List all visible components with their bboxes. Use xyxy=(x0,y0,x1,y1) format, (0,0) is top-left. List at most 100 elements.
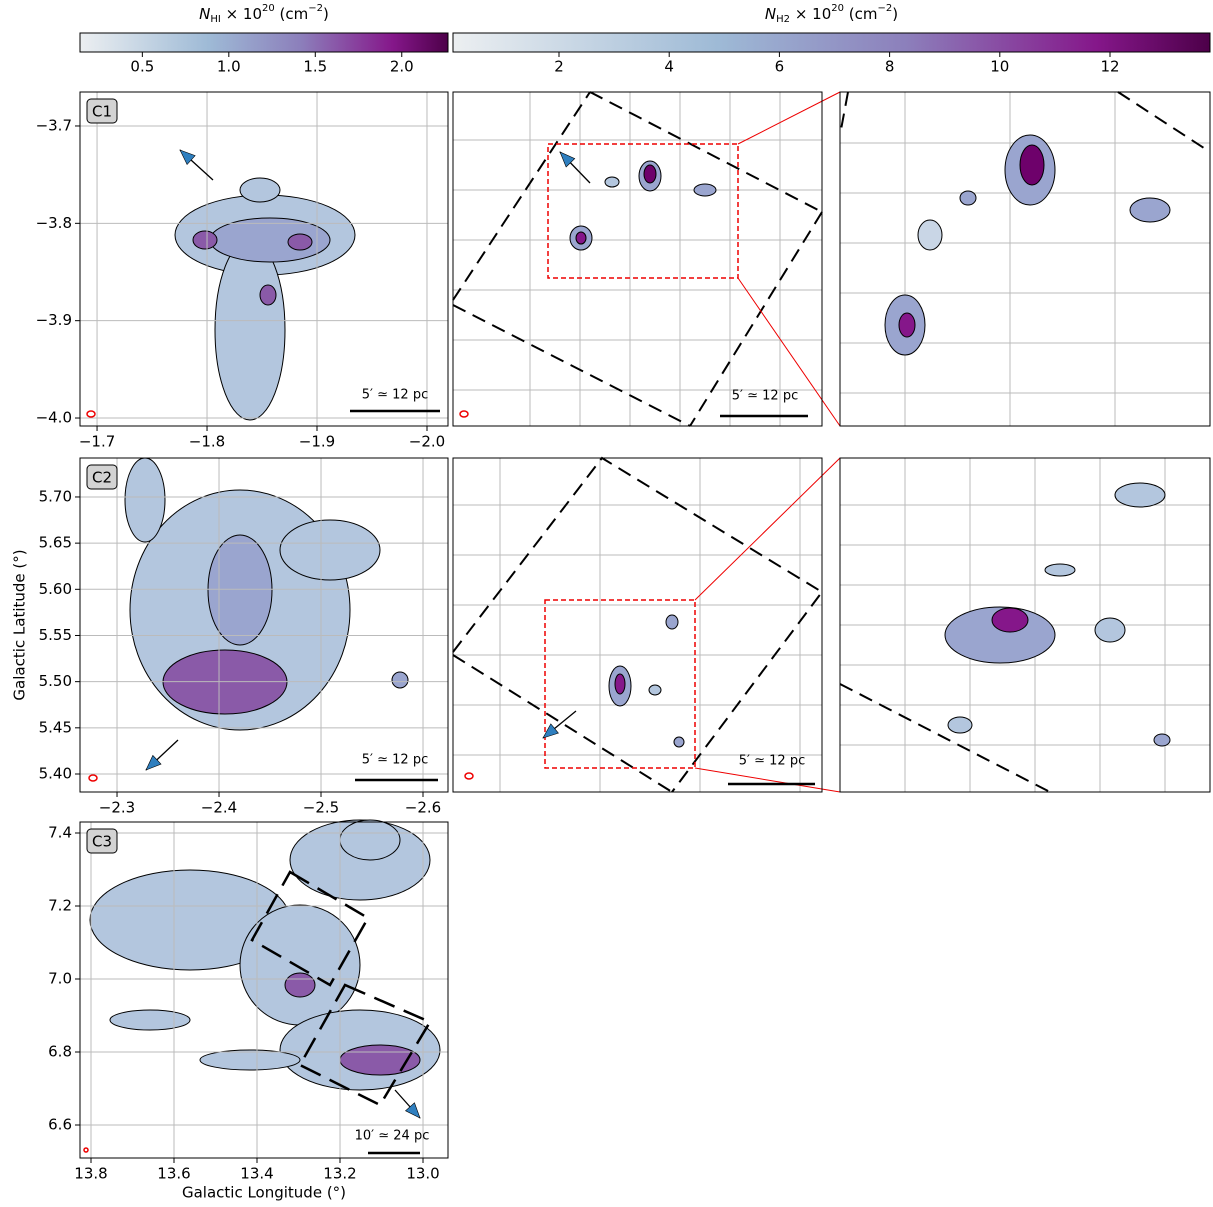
colorbar-tick-label: 12 xyxy=(1100,58,1119,76)
x-axis-label: Galactic Longitude (°) xyxy=(182,1184,346,1202)
emission-blob xyxy=(666,615,678,629)
label-part: ) xyxy=(892,5,898,23)
scale-label: 5′ ≃ 12 pc xyxy=(732,389,798,404)
y-tick-label: 5.60 xyxy=(39,580,72,598)
y-tick-label: 6.8 xyxy=(48,1042,72,1060)
colorbar-label: NH2 × 1020 (cm−2) xyxy=(765,3,898,25)
y-tick-label: −3.9 xyxy=(36,311,72,329)
emission-blob xyxy=(694,184,716,196)
y-tick-label: 7.2 xyxy=(48,896,72,914)
y-tick-label: 5.50 xyxy=(39,672,72,690)
x-tick-label: 13.6 xyxy=(157,1165,190,1183)
emission-blob xyxy=(605,177,619,187)
emission-blob xyxy=(340,820,400,860)
emission-blob xyxy=(992,608,1028,632)
colorbar-label: NHI × 1020 (cm−2) xyxy=(199,3,329,25)
emission-blob xyxy=(288,234,312,250)
y-axis-label: Galactic Latitude (°) xyxy=(11,549,29,700)
label-part: H2 xyxy=(776,14,790,25)
emission-blob xyxy=(200,1050,300,1070)
emission-blob xyxy=(644,165,656,183)
emission-blob xyxy=(260,285,276,305)
y-tick-label: 5.55 xyxy=(39,626,72,644)
x-tick-label: −1.9 xyxy=(299,433,335,451)
beam xyxy=(89,775,97,781)
emission-blob xyxy=(960,191,976,205)
label-part: 20 xyxy=(262,3,275,14)
label-part: × 10 xyxy=(221,5,262,23)
x-tick-label: 13.4 xyxy=(240,1165,273,1183)
label-part: N xyxy=(199,5,210,23)
colorbar-tick-label: 10 xyxy=(990,58,1009,76)
y-tick-label: −3.7 xyxy=(36,116,72,134)
colorbar-tick-label: 6 xyxy=(775,58,785,76)
beam xyxy=(465,773,473,779)
emission-blob xyxy=(1045,564,1075,576)
emission-blob xyxy=(674,737,684,747)
panel-frame xyxy=(453,92,822,426)
y-tick-label: 5.70 xyxy=(39,487,72,505)
colorbar xyxy=(80,33,448,52)
y-tick-label: 7.4 xyxy=(48,823,72,841)
panel-label: C3 xyxy=(92,833,112,851)
colorbar-tick-label: 2 xyxy=(554,58,564,76)
scale-label: 5′ ≃ 12 pc xyxy=(739,754,805,769)
y-tick-label: 5.65 xyxy=(39,534,72,552)
emission-blob xyxy=(215,240,285,420)
emission-blob xyxy=(125,458,165,542)
beam xyxy=(84,1148,88,1152)
x-tick-label: −2.5 xyxy=(303,799,339,817)
colorbar xyxy=(453,33,1210,52)
colorbar-tick-label: 8 xyxy=(885,58,895,76)
x-tick-label: 13.2 xyxy=(323,1165,356,1183)
emission-blob xyxy=(576,232,586,244)
colorbar-tick-label: 2.0 xyxy=(390,58,414,76)
label-part: × 10 xyxy=(790,5,831,23)
scale-label: 10′ ≃ 24 pc xyxy=(355,1129,430,1144)
emission-blob xyxy=(193,231,217,249)
emission-blob xyxy=(285,973,315,997)
x-tick-label: 13.8 xyxy=(74,1165,107,1183)
y-tick-label: −4.0 xyxy=(36,409,72,427)
x-tick-label: −2.4 xyxy=(201,799,237,817)
emission-blob xyxy=(208,535,272,645)
y-tick-label: −3.8 xyxy=(36,214,72,232)
emission-blob xyxy=(649,685,661,695)
emission-blob xyxy=(240,178,280,202)
label-part: −2 xyxy=(308,3,323,14)
emission-blob xyxy=(280,520,380,580)
x-tick-label: 13.0 xyxy=(406,1165,439,1183)
emission-blob xyxy=(110,1010,190,1030)
emission-blob xyxy=(1154,734,1170,746)
scale-label: 5′ ≃ 12 pc xyxy=(362,388,428,403)
emission-blob xyxy=(899,313,915,337)
beam xyxy=(87,411,95,417)
x-tick-label: −2.0 xyxy=(409,433,445,451)
colorbar-tick-label: 0.5 xyxy=(130,58,154,76)
x-tick-label: −2.3 xyxy=(99,799,135,817)
scale-label: 5′ ≃ 12 pc xyxy=(362,753,428,768)
y-tick-label: 5.40 xyxy=(39,764,72,782)
colorbar-tick-label: 1.0 xyxy=(217,58,241,76)
y-tick-label: 6.6 xyxy=(48,1116,72,1134)
emission-blob xyxy=(948,717,972,733)
label-part: (cm xyxy=(844,5,877,23)
x-tick-label: −1.7 xyxy=(79,433,115,451)
emission-blob xyxy=(1095,618,1125,642)
y-tick-label: 5.45 xyxy=(39,718,72,736)
emission-blob xyxy=(1020,145,1044,185)
panel-frame xyxy=(453,458,822,792)
emission-blob xyxy=(392,672,408,688)
panel-label: C1 xyxy=(92,103,112,121)
label-part: 20 xyxy=(831,3,844,14)
emission-blob xyxy=(615,674,625,694)
emission-blob xyxy=(1130,198,1170,222)
colorbar-tick-label: 1.5 xyxy=(303,58,327,76)
zoom-panels xyxy=(453,92,1210,792)
label-part: ) xyxy=(323,5,329,23)
figure: 0.51.01.52.0NHI × 1020 (cm−2)24681012NH2… xyxy=(0,0,1213,1207)
panel-label: C2 xyxy=(92,469,112,487)
label-part: (cm xyxy=(275,5,308,23)
label-part: N xyxy=(765,5,776,23)
beam xyxy=(460,411,468,417)
